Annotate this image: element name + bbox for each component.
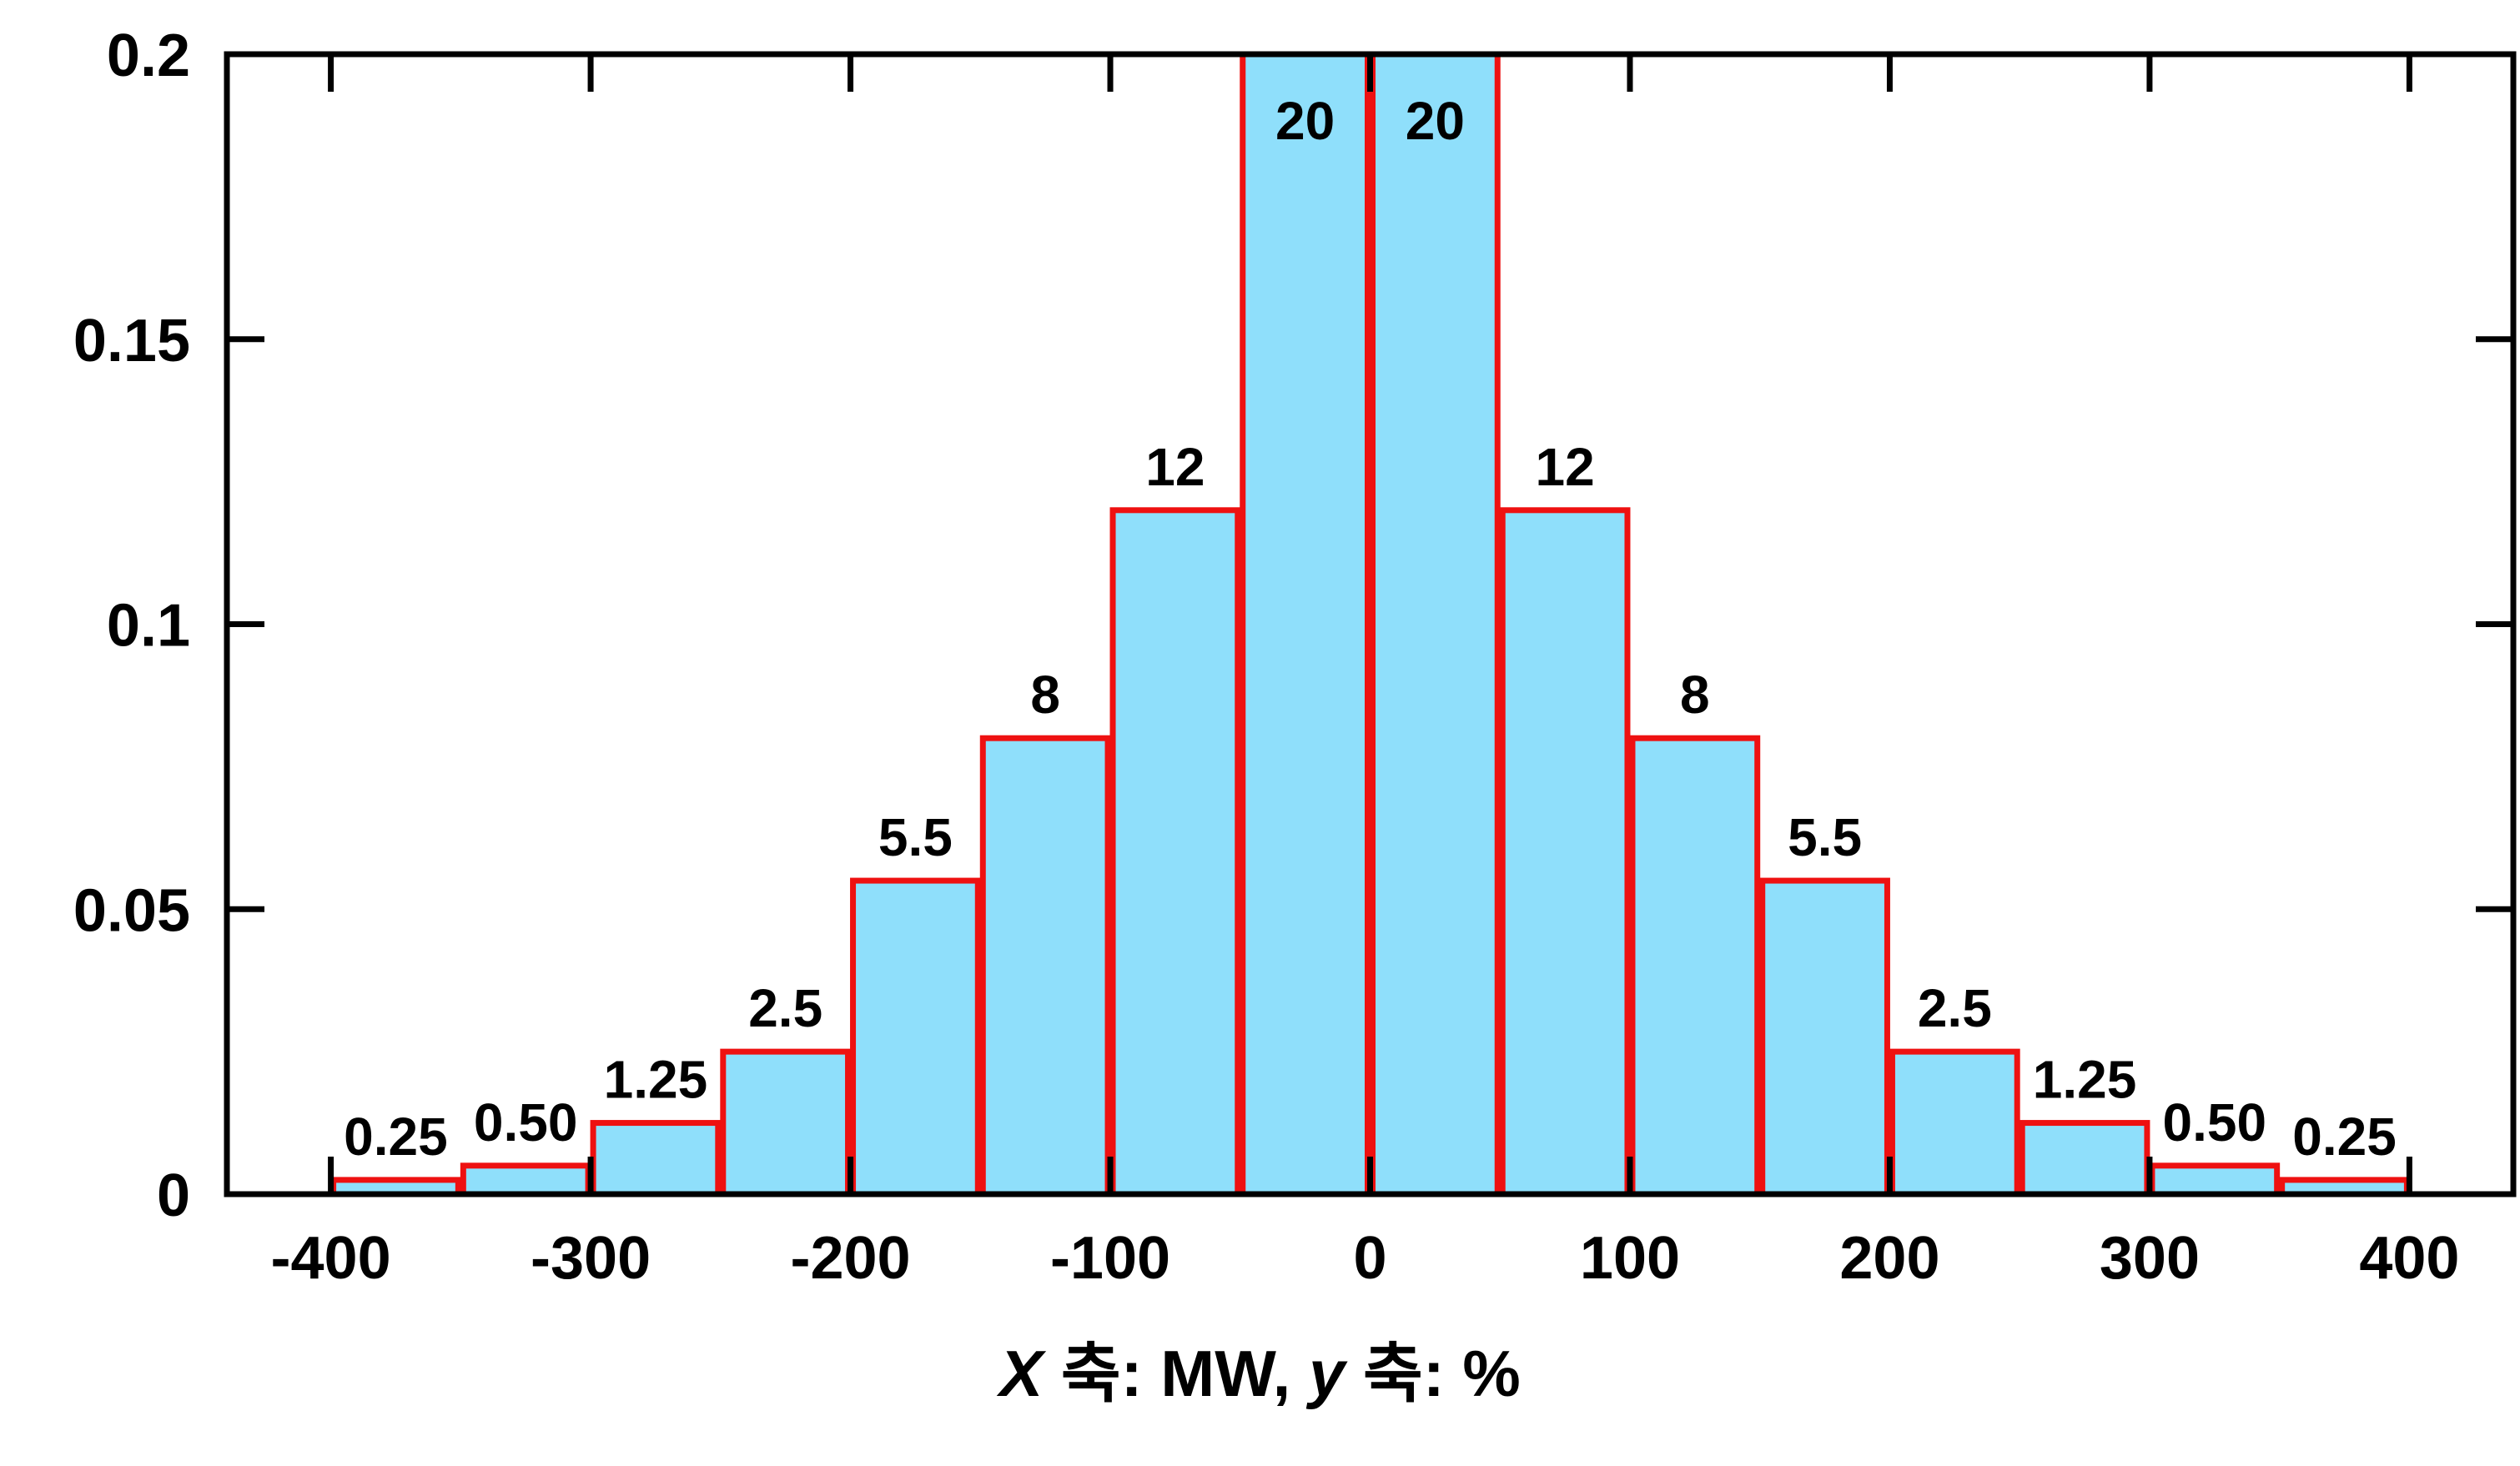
x-tick-label-8: 400 bbox=[2359, 1225, 2459, 1292]
bar-label-1: 0.50 bbox=[474, 1092, 578, 1152]
bar-6 bbox=[1109, 507, 1241, 1197]
x-tick-label-5: 100 bbox=[1580, 1225, 1680, 1292]
x-axis-label: X 축: MW, y 축: % bbox=[0, 1328, 2520, 1419]
y-tick-label-4: 0.2 bbox=[107, 23, 190, 89]
bar-13 bbox=[2019, 1120, 2150, 1197]
bar-label-7: 20 bbox=[1275, 91, 1335, 151]
bar-8 bbox=[1370, 51, 1501, 1197]
bar-11 bbox=[1759, 877, 1890, 1197]
bar-4 bbox=[850, 877, 981, 1197]
bar-14 bbox=[2149, 1162, 2281, 1197]
bar-label-6: 12 bbox=[1145, 437, 1205, 497]
bars-group bbox=[330, 51, 2410, 1197]
x-axis-label-part1: 축: MW, bbox=[1043, 1337, 1309, 1410]
x-axis-label-part2: 축: % bbox=[1345, 1337, 1521, 1410]
bar-label-4: 5.5 bbox=[878, 807, 953, 867]
bar-label-14: 0.50 bbox=[2163, 1092, 2267, 1152]
x-axis-label-y: y bbox=[1308, 1337, 1346, 1410]
bar-5 bbox=[979, 735, 1111, 1197]
x-tick-label-0: -400 bbox=[271, 1225, 391, 1292]
bar-7 bbox=[1240, 51, 1371, 1197]
bar-9 bbox=[1499, 507, 1631, 1197]
bar-label-8: 20 bbox=[1406, 91, 1465, 151]
bar-label-11: 5.5 bbox=[1788, 807, 1862, 867]
y-tick-label-0: 0 bbox=[157, 1162, 190, 1229]
x-tick-label-3: -100 bbox=[1050, 1225, 1170, 1292]
bar-10 bbox=[1629, 735, 1761, 1197]
bar-label-0: 0.25 bbox=[344, 1107, 448, 1167]
bar-label-10: 8 bbox=[1680, 665, 1710, 725]
tick-labels-group: -400 -300 -200 -100 0 100 200 300 400 0 0.05 0.1 0.1… bbox=[73, 23, 2460, 1292]
bar-label-12: 2.5 bbox=[1918, 978, 1992, 1038]
x-tick-label-2: -200 bbox=[790, 1225, 910, 1292]
y-tick-label-2: 0.1 bbox=[107, 593, 190, 660]
bar-label-9: 12 bbox=[1536, 437, 1595, 497]
bar-label-2: 1.25 bbox=[604, 1050, 708, 1110]
bar-label-5: 8 bbox=[1030, 665, 1060, 725]
bar-1 bbox=[460, 1162, 591, 1197]
bar-label-3: 2.5 bbox=[748, 978, 822, 1038]
bar-2 bbox=[590, 1120, 722, 1197]
bar-label-13: 1.25 bbox=[2033, 1050, 2137, 1110]
y-tick-label-3: 0.15 bbox=[73, 308, 190, 374]
x-axis-label-x: X bbox=[999, 1337, 1044, 1410]
y-tick-label-1: 0.05 bbox=[73, 877, 190, 944]
x-tick-label-4: 0 bbox=[1353, 1225, 1386, 1292]
x-tick-label-6: 200 bbox=[1839, 1225, 1939, 1292]
bar-3 bbox=[720, 1048, 852, 1197]
ticks-group bbox=[227, 51, 2513, 1197]
x-tick-label-1: -300 bbox=[531, 1225, 651, 1292]
bar-12 bbox=[1889, 1048, 2020, 1197]
x-tick-label-7: 300 bbox=[2100, 1225, 2200, 1292]
bar-label-15: 0.25 bbox=[2292, 1107, 2397, 1167]
bar-labels-group: 0.25 0.50 1.25 2.5 5.5 8 12 20 20 12 8 5.5 2.5 1.25 0.… bbox=[344, 91, 2397, 1167]
